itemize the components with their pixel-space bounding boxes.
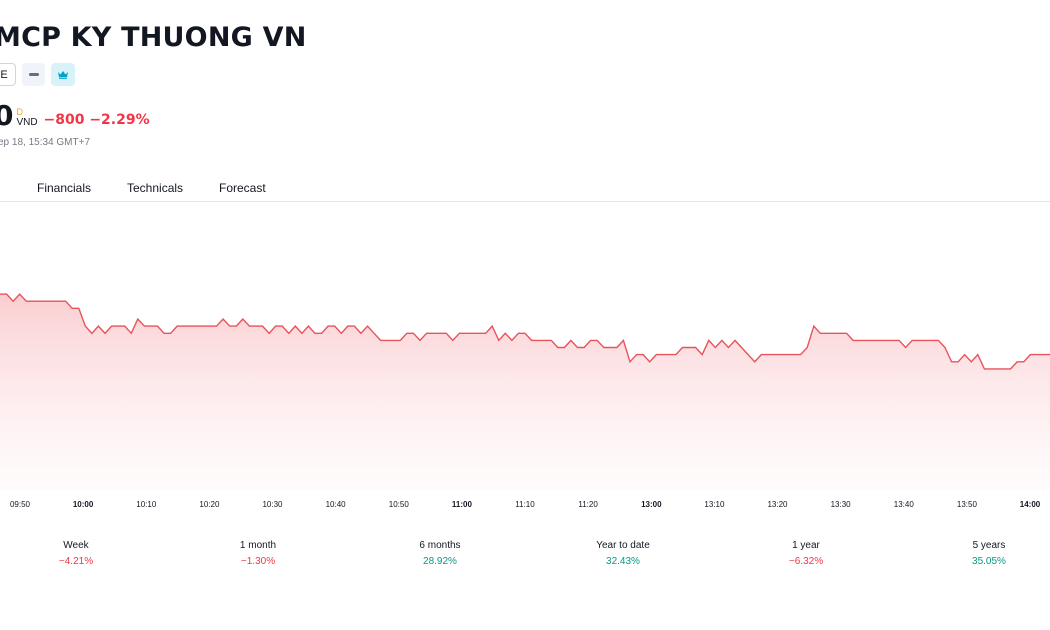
x-tick-label: 10:50 [389, 500, 410, 509]
performance-item[interactable]: 6 months 28.92% [390, 540, 490, 567]
exchange-badge[interactable]: E [0, 63, 16, 86]
price-change: −800 −2.29% [43, 112, 150, 128]
x-tick-label: 14:00 [1020, 500, 1041, 509]
x-tick-label: 13:20 [767, 500, 788, 509]
tabs-divider [0, 201, 1050, 202]
tab-forecast[interactable]: Forecast [219, 181, 266, 195]
performance-item[interactable]: 1 month −1.30% [208, 540, 308, 567]
x-tick-label: 10:20 [199, 500, 220, 509]
x-tick-label: 13:30 [831, 500, 852, 509]
tab-financials[interactable]: Financials [37, 181, 92, 195]
price-line [0, 293, 1050, 370]
dash-icon [28, 73, 39, 76]
page-title: MCP KY THUONG VN [0, 22, 307, 53]
price-area [0, 294, 1050, 490]
currency-superscript: D [16, 107, 23, 117]
x-tick-label: 13:40 [894, 500, 915, 509]
performance-value: −1.30% [240, 556, 276, 567]
x-tick-label: 13:00 [641, 500, 662, 509]
performance-item[interactable]: Week −4.21% [26, 540, 126, 567]
x-tick-label: 10:00 [73, 500, 94, 509]
x-tick-label: 11:00 [452, 500, 473, 509]
x-tick-label: 09:50 [10, 500, 31, 509]
x-tick-label: 10:10 [136, 500, 157, 509]
last-price: 0 [0, 99, 14, 132]
price-chart[interactable]: 09:50 10:00 10:10 10:20 10:30 10:40 10:50 11:00… [0, 205, 1050, 515]
x-tick-label: 10:30 [262, 500, 283, 509]
currency-block: D VND [16, 107, 42, 128]
crown-badge[interactable] [51, 63, 75, 86]
performance-label: 1 year [792, 540, 820, 551]
x-tick-label: 13:50 [957, 500, 978, 509]
quote-row: 0 D VND −800 −2.29% [0, 100, 150, 132]
performance-label: 1 month [239, 540, 277, 551]
x-tick-label: 11:20 [578, 500, 598, 509]
performance-label: Week [63, 540, 89, 551]
performance-value: −6.32% [788, 556, 824, 567]
performance-label: 6 months [419, 540, 461, 551]
dash-badge[interactable] [22, 63, 45, 86]
tab-technicals[interactable]: Technicals [127, 181, 184, 195]
performance-label: Year to date [596, 540, 650, 551]
x-tick-label: 13:10 [704, 500, 725, 509]
performance-item[interactable]: Year to date 32.43% [573, 540, 673, 567]
performance-value: 32.43% [606, 556, 640, 567]
exchange-badge-label: E [0, 68, 8, 81]
crown-icon [58, 71, 68, 79]
performance-value: 28.92% [423, 556, 457, 567]
performance-label: 5 years [972, 540, 1006, 551]
performance-item[interactable]: 5 years 35.05% [939, 540, 1039, 567]
quote-timestamp: ep 18, 15:34 GMT+7 [0, 137, 91, 148]
performance-value: 35.05% [972, 556, 1006, 567]
x-tick-label: 11:10 [515, 500, 535, 509]
performance-value: −4.21% [58, 556, 94, 567]
currency-label: VND [16, 117, 38, 128]
performance-item[interactable]: 1 year −6.32% [756, 540, 856, 567]
x-tick-label: 10:40 [326, 500, 347, 509]
